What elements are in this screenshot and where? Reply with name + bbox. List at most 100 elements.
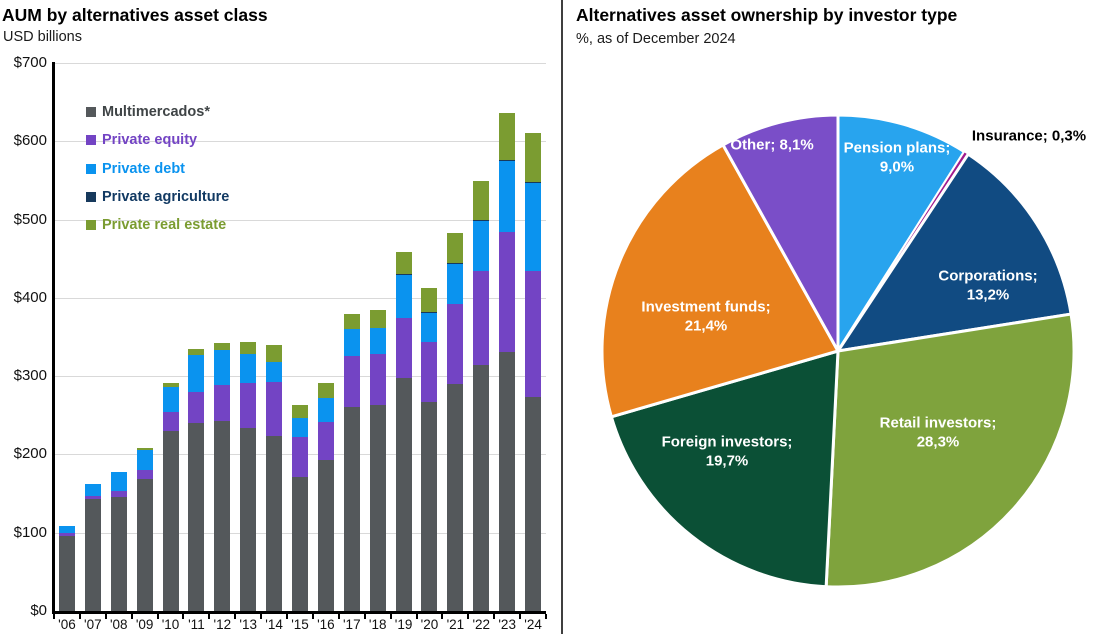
x-axis-line xyxy=(52,611,546,614)
bar-segment-private-equity xyxy=(266,382,283,436)
x-axis-tick-label: '08 xyxy=(109,617,128,632)
pie-slice-label-line: Retail investors; xyxy=(879,414,997,432)
bar-segment-private-equity xyxy=(395,318,412,378)
bar-segment-private-debt xyxy=(317,398,334,423)
x-axis-tick xyxy=(260,613,263,619)
bar-segment-multimercados xyxy=(317,459,334,611)
legend-item: Private equity xyxy=(86,126,229,154)
legend-swatch-icon xyxy=(86,135,96,146)
bar-segment-private-real-estate xyxy=(369,310,386,329)
pie-slice-investment-funds xyxy=(600,143,840,419)
bar-segment-private-debt xyxy=(525,182,542,272)
bar-segment-private-agriculture xyxy=(395,274,412,276)
legend-label: Private equity xyxy=(102,132,198,149)
bar-chart: $0 $100 $200 $300 $400 $500 $600 $700 '06 '07 '08 '… xyxy=(13,54,547,632)
bar-chart-subtitle: USD billions xyxy=(3,29,82,45)
x-axis-tick-label: '23 xyxy=(498,617,516,632)
y-gridline xyxy=(54,141,546,143)
pie-graphic xyxy=(600,113,1076,589)
x-axis-tick xyxy=(182,613,185,619)
bar-segment-multimercados xyxy=(110,496,127,611)
x-axis-tick xyxy=(519,613,522,619)
x-axis-tick-label: '24 xyxy=(524,617,542,632)
pie-slice-label-line: Insurance; 0,3% xyxy=(971,127,1087,145)
pie-slice-label-line: Corporations; xyxy=(938,267,1038,285)
bar-segment-private-equity xyxy=(84,495,101,500)
bar-segment-multimercados xyxy=(421,401,438,611)
pie-chart-subtitle: %, as of December 2024 xyxy=(576,31,736,47)
bar-segment-multimercados xyxy=(292,477,308,611)
x-axis-tick-label: '09 xyxy=(135,617,154,632)
y-axis-tick-label: $600 xyxy=(13,132,47,150)
y-axis-tick-label: $300 xyxy=(13,367,47,385)
legend-swatch-icon xyxy=(86,107,96,118)
x-axis-tick-label: '13 xyxy=(239,617,257,632)
bar-segment-private-debt xyxy=(188,355,205,392)
bar-segment-private-debt xyxy=(292,417,308,438)
bar-segment-multimercados xyxy=(499,351,516,611)
x-axis-tick-label: '14 xyxy=(265,617,283,632)
legend-label: Private real estate xyxy=(102,217,227,234)
bar-segment-private-debt xyxy=(214,350,231,385)
bar-segment-private-real-estate xyxy=(317,383,334,399)
bar-segment-private-real-estate xyxy=(525,133,542,182)
legend-item: Private real estate xyxy=(86,211,229,239)
bar-segment-private-debt xyxy=(343,329,360,356)
pie-slice-retail-investors xyxy=(824,312,1076,589)
bar-segment-multimercados xyxy=(395,377,412,611)
bar-segment-private-equity xyxy=(240,383,257,428)
pie-slice-label: Investment funds; 21,4% xyxy=(641,298,770,336)
legend-item: Private agriculture xyxy=(86,183,229,211)
y-gridline xyxy=(54,219,546,221)
pie-slice-label: Retail investors; 28,3% xyxy=(880,414,997,452)
x-axis-tick-label: '15 xyxy=(291,617,309,632)
y-axis-line xyxy=(52,62,55,614)
bar-segment-multimercados xyxy=(214,420,231,611)
x-axis-tick xyxy=(493,613,496,619)
x-axis-tick xyxy=(104,613,107,619)
y-axis-tick-label: $200 xyxy=(13,445,47,463)
x-axis-tick-label: '17 xyxy=(342,617,361,632)
legend-label: Private debt xyxy=(102,160,185,177)
bar-segment-private-real-estate xyxy=(395,252,412,275)
x-axis-tick-label: '12 xyxy=(213,617,232,632)
bar-segment-private-real-estate xyxy=(162,383,179,388)
bar-segment-multimercados xyxy=(240,427,257,611)
x-axis-tick xyxy=(130,613,133,619)
bar-segment-multimercados xyxy=(84,499,101,611)
bar-segment-private-equity xyxy=(499,232,516,352)
pie-slice-other xyxy=(721,113,840,353)
y-axis-tick-label: $0 xyxy=(30,602,47,619)
bar-segment-private-real-estate xyxy=(266,344,283,363)
bar-segment-private-agriculture xyxy=(447,262,464,264)
x-axis-tick-label: '19 xyxy=(394,617,413,632)
bar-segment-multimercados xyxy=(343,406,360,611)
bar-segment-private-debt xyxy=(499,160,516,233)
bar-segment-private-debt xyxy=(421,312,438,342)
bar-segment-multimercados xyxy=(525,397,542,611)
bar-chart-legend: Multimercados* Private equity Private debt… xyxy=(86,98,229,239)
pie-slice-label-line: 19,7% xyxy=(705,452,749,469)
bar-segment-private-debt xyxy=(58,525,75,533)
bar-segment-private-debt xyxy=(369,328,386,355)
panel-divider xyxy=(561,0,563,634)
bar-segment-private-real-estate xyxy=(292,405,308,418)
legend-label: Private agriculture xyxy=(102,189,230,206)
bar-segment-multimercados xyxy=(266,435,283,611)
bar-segment-private-equity xyxy=(525,271,542,398)
x-axis-tick xyxy=(78,613,81,619)
bar-segment-private-equity xyxy=(58,532,75,536)
pie-slice-pension-plans xyxy=(836,113,966,353)
bar-segment-multimercados xyxy=(447,383,464,611)
pie-slice-label-line: 21,4% xyxy=(684,317,728,334)
pie-slice-foreign-investors xyxy=(609,349,840,589)
bar-segment-private-agriculture xyxy=(499,160,516,161)
bar-segment-private-real-estate xyxy=(499,113,516,161)
pie-slice-label-line: Other; 8,1% xyxy=(730,136,814,154)
pie-slice-label-line: Investment funds; xyxy=(641,298,771,316)
bar-segment-private-equity xyxy=(473,271,490,366)
x-axis-tick xyxy=(234,613,237,619)
pie-slice-label: Insurance; 0,3% xyxy=(972,128,1086,147)
bar-segment-private-equity xyxy=(447,304,464,384)
